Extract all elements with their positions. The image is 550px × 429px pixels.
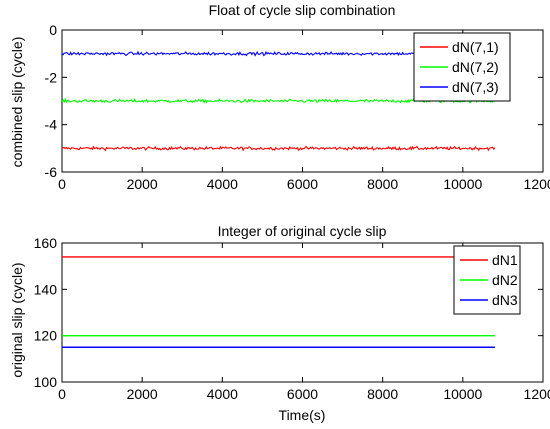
x-tick-label: 6000: [287, 386, 318, 402]
x-tick-label: 2000: [127, 386, 158, 402]
plot-area: 0 2000 4000 6000 8000 10000 12000 100 120 140 160: [34, 235, 550, 402]
chart-bottom: Integer of original cycle slip original …: [9, 223, 550, 423]
x-tick-label: 4000: [207, 176, 238, 192]
x-tick-label: 12000: [524, 176, 550, 192]
x-tick-label: 0: [58, 386, 66, 402]
legend: dN1 dN2 dN3: [453, 245, 521, 315]
y-axis-label: original slip (cycle): [9, 262, 25, 377]
x-tick-label: 10000: [443, 386, 482, 402]
chart-top: Float of cycle slip combination combined…: [9, 2, 550, 192]
legend-label: dN2: [492, 272, 518, 288]
legend-label: dN(7,1): [452, 39, 499, 55]
x-tick-label: 6000: [287, 176, 318, 192]
y-tick-label: -4: [45, 117, 58, 133]
x-axis-label: Time(s): [279, 407, 326, 423]
y-tick-label: 120: [34, 328, 58, 344]
legend-label: dN1: [492, 252, 518, 268]
y-tick-label: -2: [45, 69, 58, 85]
x-tick-label: 4000: [207, 386, 238, 402]
x-tick-label: 8000: [367, 386, 398, 402]
legend-label: dN(7,3): [452, 79, 499, 95]
y-tick-label: 160: [34, 235, 58, 251]
x-tick-label: 8000: [367, 176, 398, 192]
plot-area: 0 2000 4000 6000 8000 10000 12000 -6 -4 -2 0: [45, 22, 550, 192]
series-line-dN(7,1): [61, 145, 496, 152]
y-tick-label: 0: [49, 22, 57, 38]
chart-title: Integer of original cycle slip: [218, 223, 387, 239]
y-tick-label: -6: [45, 164, 58, 180]
y-axis-label: combined slip (cycle): [9, 37, 25, 168]
y-tick-label: 140: [34, 281, 58, 297]
legend: dN(7,1) dN(7,2) dN(7,3): [413, 32, 511, 102]
y-tick-label: 100: [34, 374, 58, 390]
chart-title: Float of cycle slip combination: [209, 2, 396, 18]
x-tick-label: 10000: [443, 176, 482, 192]
legend-label: dN3: [492, 292, 518, 308]
x-tick-label: 12000: [524, 386, 550, 402]
x-tick-label: 2000: [127, 176, 158, 192]
x-tick-label: 0: [58, 176, 66, 192]
legend-label: dN(7,2): [452, 59, 499, 75]
